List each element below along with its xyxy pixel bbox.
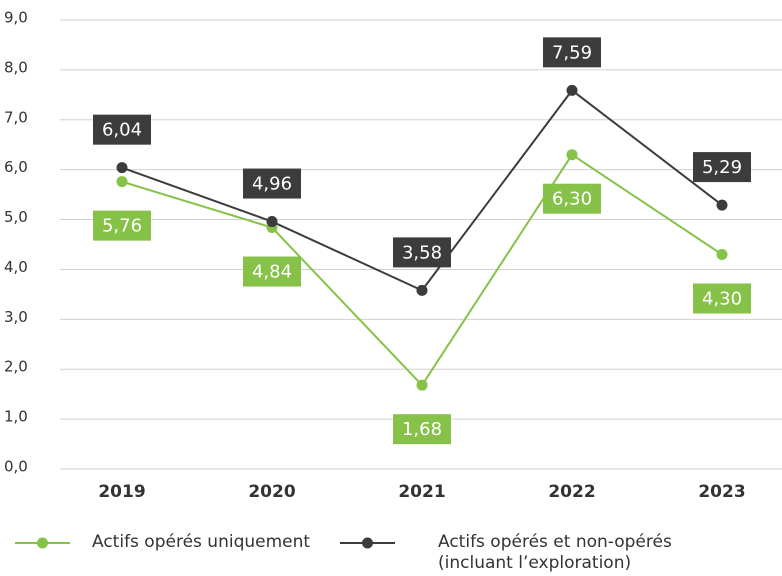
data-point (566, 149, 578, 161)
x-tick-label: 2023 (698, 482, 745, 502)
data-point (566, 84, 578, 96)
data-point (266, 216, 278, 228)
data-label-box (543, 183, 601, 214)
data-label-box (93, 114, 151, 145)
data-label: 1,68 (402, 419, 442, 440)
data-point (716, 248, 728, 260)
data-label-box (243, 168, 301, 199)
data-label: 4,96 (252, 174, 292, 195)
legend-label: Actifs opérés uniquement (92, 532, 311, 552)
data-label: 7,59 (552, 42, 592, 63)
data-point (416, 379, 428, 391)
data-label-box (243, 256, 301, 287)
data-label: 6,30 (552, 189, 592, 210)
x-tick-label: 2020 (248, 482, 295, 502)
data-label: 6,04 (102, 120, 142, 141)
legend-marker (362, 537, 373, 549)
data-label: 4,84 (252, 262, 292, 283)
y-tick-label: 8,0 (4, 58, 28, 76)
y-tick-label: 0,0 (4, 458, 28, 476)
legend-marker (37, 537, 48, 549)
data-label-box (693, 283, 751, 314)
data-label: 4,30 (702, 288, 742, 309)
x-tick-label: 2021 (398, 482, 445, 502)
y-tick-label: 9,0 (4, 9, 28, 27)
data-label: 5,76 (102, 216, 142, 237)
data-point (116, 162, 128, 174)
x-tick-label: 2019 (98, 482, 145, 502)
x-tick-label: 2022 (548, 482, 595, 502)
data-point (116, 176, 128, 188)
data-point (716, 199, 728, 211)
data-label-box (93, 210, 151, 241)
legend-label: Actifs opérés et non-opérés (incluant l’… (438, 532, 672, 573)
data-label-box (393, 414, 451, 445)
y-tick-label: 2,0 (4, 358, 28, 376)
y-tick-label: 1,0 (4, 408, 28, 426)
data-label: 5,29 (702, 157, 742, 178)
y-tick-label: 5,0 (4, 208, 28, 226)
y-tick-label: 6,0 (4, 158, 28, 176)
data-label-box (393, 237, 451, 268)
data-label-box (543, 37, 601, 68)
data-label: 3,58 (402, 242, 442, 263)
data-label-box (693, 152, 751, 183)
y-tick-label: 3,0 (4, 308, 28, 326)
data-point (416, 284, 428, 296)
y-tick-label: 4,0 (4, 258, 28, 276)
y-tick-label: 7,0 (4, 108, 28, 126)
